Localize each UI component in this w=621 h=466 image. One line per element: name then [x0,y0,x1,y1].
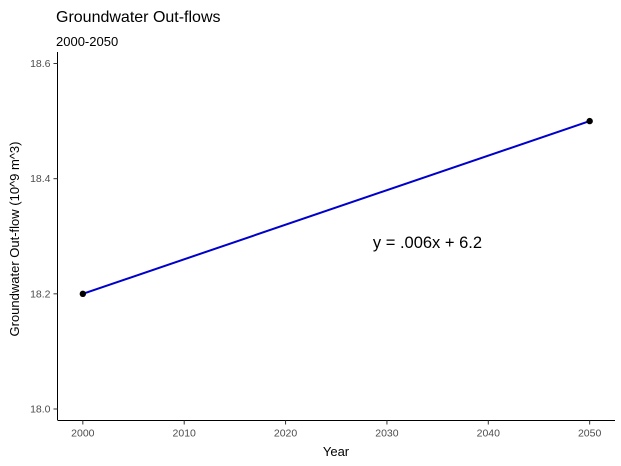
chart-title: Groundwater Out-flows [56,9,221,26]
x-axis-ticks: 2000 2010 2020 2030 2040 2050 [71,420,602,440]
x-tick-label: 2020 [274,428,298,440]
y-axis-ticks: 18.0 18.2 18.4 18.6 [30,58,58,415]
y-tick-label: 18.6 [30,58,51,70]
x-axis-label: Year [323,444,350,459]
x-tick-label: 2000 [71,428,95,440]
chart-subtitle: 2000-2050 [56,34,118,49]
x-tick-label: 2010 [173,428,197,440]
point-layer [79,117,593,298]
y-tick-label: 18.4 [30,173,51,185]
x-tick-label: 2050 [578,428,602,440]
series-layer [82,120,590,295]
equation-annotation: y = .006x + 6.2 [373,234,482,252]
x-tick-label: 2040 [477,428,501,440]
plot-area: 18.0 18.2 18.4 18.6 2000 2010 2020 2030 2040 205… [30,52,615,440]
x-tick-label: 2030 [375,428,399,440]
y-axis-label: Groundwater Out-flow (10^9 m^3) [7,142,22,337]
data-point [586,117,593,125]
y-tick-label: 18.0 [30,403,51,415]
data-point [79,290,87,298]
y-tick-label: 18.2 [30,288,51,300]
series-line [82,120,590,295]
